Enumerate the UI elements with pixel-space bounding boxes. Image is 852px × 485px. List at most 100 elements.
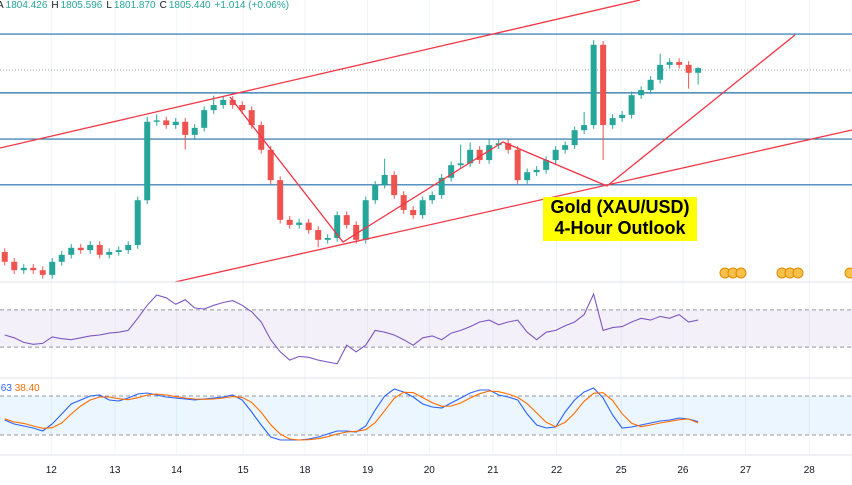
candle-body [628, 95, 635, 115]
x-tick-label: 18 [299, 465, 311, 476]
header-item: C [159, 0, 167, 11]
header-item: 1805.440 [168, 0, 211, 11]
annotation-line: 4-Hour Outlook [554, 218, 686, 238]
candle-body [68, 247, 75, 255]
header-item: 1801.870 [113, 0, 156, 11]
candle-body [647, 79, 654, 91]
x-tick-label: 26 [677, 465, 689, 476]
candle-body [400, 195, 407, 210]
candle-body [87, 245, 94, 251]
candle-body [125, 245, 132, 251]
candle-body [666, 62, 673, 65]
stoch-legend: .63 38.40 [0, 383, 40, 394]
candle-body [410, 210, 417, 216]
stoch-d-value: 38.40 [14, 383, 40, 394]
candle-body [134, 200, 141, 245]
candle-body [543, 160, 550, 170]
candle-body [391, 175, 398, 196]
candle-body [49, 261, 56, 275]
candle-body [163, 120, 170, 126]
candle-body [286, 219, 293, 225]
candle-body [562, 145, 569, 150]
header-item: 1805.596 [60, 0, 103, 11]
x-tick-label: 13 [109, 465, 121, 476]
candle-body [11, 261, 18, 271]
header-item: 1804.426 [5, 0, 48, 11]
candle-body [305, 222, 312, 231]
candle-body [476, 149, 483, 161]
candle-body [372, 184, 379, 201]
header-item: H [51, 0, 59, 11]
candle-body [676, 62, 683, 65]
trend-lines [0, 0, 852, 283]
channel-lower [174, 129, 852, 283]
candle-body [210, 105, 217, 111]
candle-body [201, 110, 208, 128]
x-tick-label: 25 [616, 465, 628, 476]
x-tick-label: 14 [171, 465, 183, 476]
candle-body [638, 90, 645, 96]
candle-body [248, 110, 255, 126]
x-tick-label: 28 [804, 465, 816, 476]
candle-body [343, 215, 350, 225]
candle-body [296, 222, 303, 225]
candle-body [685, 64, 692, 73]
candle-body [448, 165, 455, 178]
candle-body [571, 130, 578, 146]
candle-body [695, 68, 702, 73]
header-item: +1.014 (+0.06%) [214, 0, 290, 11]
candle-body [315, 230, 322, 240]
candle-body [153, 120, 160, 122]
header-item: L [106, 0, 112, 11]
candle-body [30, 267, 37, 271]
candle-body [609, 118, 616, 126]
candle-body [381, 175, 388, 185]
x-tick-label: 20 [424, 465, 436, 476]
annotation-line: Gold (XAU/USD) [550, 197, 690, 217]
band-fill [0, 396, 852, 435]
candle-body [191, 127, 198, 135]
candle-body [533, 169, 540, 173]
x-tick-label: 19 [362, 465, 374, 476]
candle-body [590, 44, 597, 126]
candle-body [505, 143, 512, 150]
candle-body [619, 114, 626, 119]
candle-body [277, 180, 284, 220]
candle-body [39, 270, 46, 275]
trend-line [606, 34, 796, 187]
x-tick-label: 21 [487, 465, 499, 476]
candle-body [353, 224, 360, 240]
candle-body [600, 44, 607, 126]
header-item: A [0, 0, 4, 11]
candle-body [486, 145, 493, 161]
candle-body [1, 252, 8, 262]
ohlc-header: A 1804.426 H 1805.596 L 1801.870 C 1805.440 +1.0… [0, 0, 293, 11]
candle-body [334, 215, 341, 238]
channel-upper [0, 0, 641, 149]
candle-body [267, 149, 274, 181]
candle-body [524, 172, 531, 181]
candle-body [581, 125, 588, 131]
x-tick-label: 22 [551, 465, 563, 476]
x-tick-label: 15 [238, 465, 250, 476]
event-icons [719, 267, 852, 279]
annotation-box: Gold (XAU/USD) 4-Hour Outlook [543, 197, 697, 241]
candle-body [239, 105, 246, 111]
stoch-k-value: .63 [0, 383, 12, 394]
indicator-line [4, 390, 699, 441]
candle-body [58, 254, 65, 262]
candle-body [457, 163, 464, 166]
candle-body [419, 200, 426, 216]
candle-body [362, 200, 369, 240]
candle-body [324, 238, 331, 240]
candle-body [657, 64, 664, 80]
candle-body [467, 149, 474, 164]
candle-body [172, 121, 179, 126]
candle-body [106, 252, 113, 255]
x-tick-label: 27 [740, 465, 752, 476]
x-tick-label: 12 [46, 465, 58, 476]
band-fill [0, 309, 852, 348]
candle-body [144, 121, 151, 201]
